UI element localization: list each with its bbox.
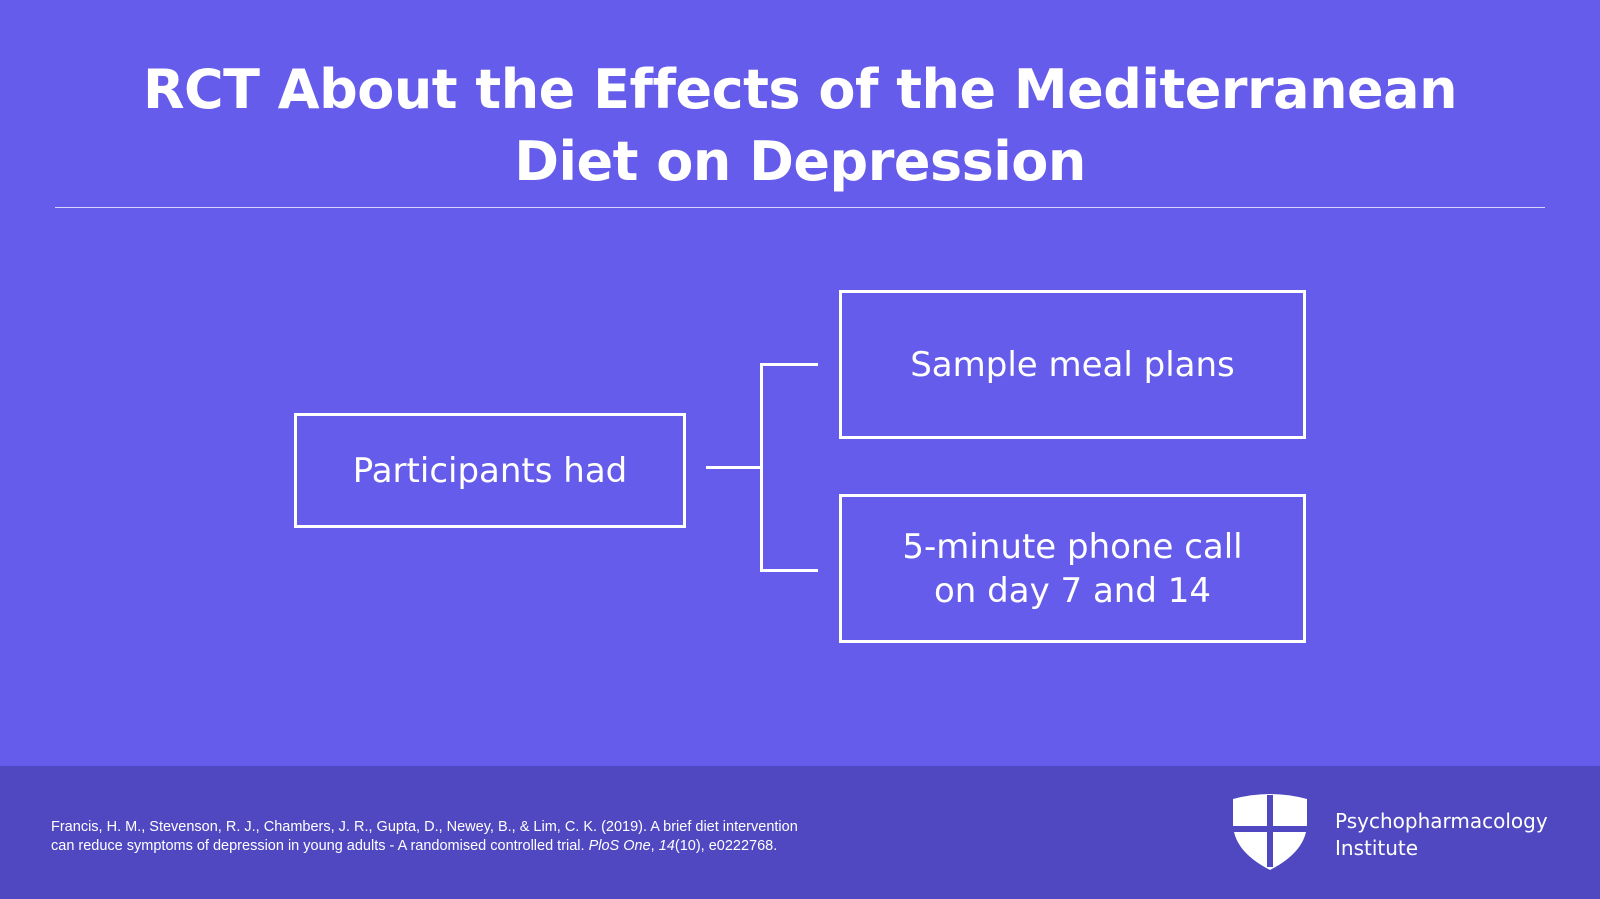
slide-title-line-2: Diet on Depression	[514, 130, 1086, 193]
diagram-root-box: Participants had	[294, 413, 686, 528]
diagram-branch-box-meal-plans: Sample meal plans	[839, 290, 1306, 439]
footer-bar: Francis, H. M., Stevenson, R. J., Chambe…	[0, 766, 1600, 899]
brand-name: Psychopharmacology Institute	[1335, 808, 1548, 862]
brand-line-2: Institute	[1335, 836, 1419, 860]
diagram-branch-label-line-1: 5-minute phone call	[902, 526, 1243, 567]
diagram-branch-label-line-2: on day 7 and 14	[934, 570, 1211, 611]
connector-branch-1	[760, 363, 818, 366]
connector-branch-2	[760, 569, 818, 572]
slide-title-line-1: RCT About the Effects of the Mediterrane…	[142, 58, 1458, 121]
diagram-branch-label: Sample meal plans	[910, 344, 1235, 385]
citation-rest: (10), e0222768.	[674, 837, 778, 854]
citation-volume: 14	[658, 837, 675, 854]
connector-vertical	[760, 363, 763, 572]
citation-text: can reduce symptoms of depression in you…	[51, 837, 589, 854]
citation-line-1: Francis, H. M., Stevenson, R. J., Chambe…	[51, 819, 798, 835]
brand-line-1: Psychopharmacology	[1335, 809, 1548, 833]
citation: Francis, H. M., Stevenson, R. J., Chambe…	[51, 818, 951, 855]
citation-journal: PloS One	[588, 837, 651, 854]
title-divider	[55, 207, 1545, 208]
slide-title: RCT About the Effects of the Mediterrane…	[0, 54, 1600, 198]
citation-line-2: can reduce symptoms of depression in you…	[51, 837, 951, 856]
diagram-root-label: Participants had	[352, 450, 628, 491]
shield-icon	[1233, 794, 1307, 870]
diagram-branch-label: 5-minute phone call on day 7 and 14	[902, 525, 1242, 613]
connector-root	[706, 466, 762, 469]
diagram-branch-box-phone-call: 5-minute phone call on day 7 and 14	[839, 494, 1306, 643]
citation-separator: ,	[650, 837, 659, 854]
